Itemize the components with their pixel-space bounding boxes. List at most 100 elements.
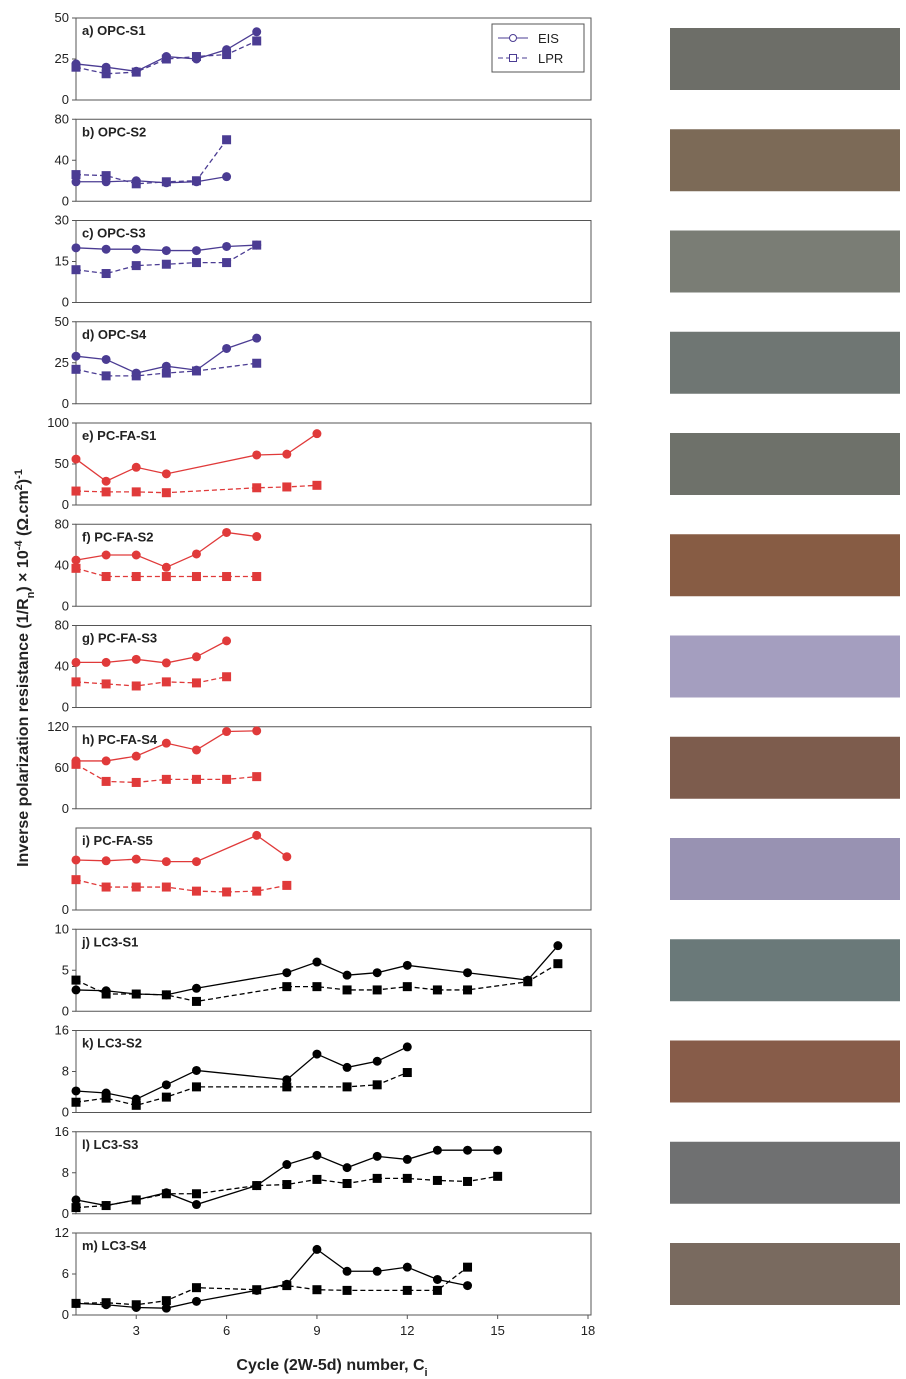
eis-marker: [191, 745, 201, 755]
eis-marker: [252, 726, 262, 736]
eis-marker: [222, 527, 232, 537]
lpr-marker: [101, 487, 111, 497]
y-tick-label: 0: [62, 1105, 69, 1120]
eis-marker: [131, 244, 141, 254]
lpr-marker: [101, 679, 111, 689]
lpr-marker: [282, 1082, 292, 1092]
lpr-marker: [222, 887, 232, 897]
y-tick-label: 0: [62, 1307, 69, 1322]
x-tick-label: 15: [490, 1323, 504, 1338]
lpr-marker: [312, 480, 322, 490]
y-label-part: ): [15, 479, 32, 484]
eis-marker: [312, 957, 322, 967]
eis-marker: [402, 1042, 412, 1052]
lpr-marker: [372, 1080, 382, 1090]
lpr-marker: [252, 1285, 262, 1295]
eis-marker: [463, 1145, 473, 1155]
eis-marker: [161, 469, 171, 479]
eis-marker: [131, 462, 141, 472]
y-tick-label: 0: [62, 92, 69, 107]
legend-marker: [509, 34, 517, 42]
eis-marker: [71, 243, 81, 253]
lpr-marker: [252, 240, 262, 250]
lpr-marker: [131, 777, 141, 787]
eis-marker: [493, 1145, 503, 1155]
y-tick-label: 10: [55, 921, 69, 936]
lpr-marker: [282, 880, 292, 890]
x-tick-label: 6: [223, 1323, 230, 1338]
eis-marker: [372, 968, 382, 978]
lpr-marker: [161, 882, 171, 892]
lpr-marker: [191, 176, 201, 186]
eis-marker: [252, 830, 262, 840]
lpr-marker: [372, 1173, 382, 1183]
lpr-marker: [71, 677, 81, 687]
lpr-marker: [222, 50, 232, 60]
lpr-marker: [402, 1285, 412, 1295]
lpr-marker: [161, 1296, 171, 1306]
lpr-marker: [131, 681, 141, 691]
x-axis-title: Cycle (2W-5d) number, Ci: [236, 1357, 427, 1379]
x-label-part: i: [425, 1367, 428, 1379]
lpr-marker: [131, 371, 141, 381]
panel-title: c) OPC-S3: [82, 226, 146, 241]
lpr-marker: [71, 1097, 81, 1107]
lpr-marker: [493, 1171, 503, 1181]
lpr-marker: [161, 990, 171, 1000]
y-tick-label: 0: [62, 801, 69, 816]
y-label-part: ) × 10: [15, 550, 32, 591]
lpr-marker: [282, 1281, 292, 1291]
y-label-part: -4: [13, 540, 25, 551]
eis-marker: [312, 1244, 322, 1254]
eis-marker: [71, 555, 81, 565]
panel-title: h) PC-FA-S4: [82, 732, 158, 747]
lpr-marker: [372, 985, 382, 995]
y-tick-label: 80: [55, 516, 69, 531]
y-label-part: (Ω.cm: [15, 490, 32, 540]
rebar-photo: [670, 433, 900, 495]
lpr-marker: [101, 1093, 111, 1103]
eis-marker: [71, 1086, 81, 1096]
lpr-marker: [71, 364, 81, 374]
lpr-marker: [131, 1300, 141, 1310]
eis-marker: [463, 968, 473, 978]
eis-marker: [71, 1195, 81, 1205]
eis-marker: [372, 1266, 382, 1276]
series-line: [75, 1175, 498, 1209]
lpr-marker: [191, 1082, 201, 1092]
y-tick-label: 0: [62, 700, 69, 715]
lpr-marker: [222, 135, 232, 145]
y-tick-label: 0: [62, 497, 69, 512]
rebar-photo: [670, 28, 900, 90]
lpr-marker: [71, 486, 81, 496]
lpr-marker: [191, 886, 201, 896]
y-tick-label: 25: [55, 51, 69, 66]
y-axis-title: Inverse polarization resistance (1/Rn) ×…: [13, 469, 37, 867]
lpr-marker: [222, 572, 232, 582]
lpr-marker: [71, 170, 81, 180]
eis-marker: [71, 657, 81, 667]
eis-marker: [402, 1262, 412, 1272]
plot-frame: [75, 1232, 592, 1316]
lpr-marker: [101, 572, 111, 582]
lpr-marker: [191, 996, 201, 1006]
rebar-photo: [670, 939, 900, 1002]
lpr-marker: [131, 179, 141, 189]
lpr-marker: [161, 677, 171, 687]
legend-label: LPR: [538, 51, 563, 66]
lpr-marker: [312, 982, 322, 992]
eis-marker: [252, 532, 262, 542]
eis-marker: [161, 658, 171, 668]
lpr-marker: [161, 488, 171, 498]
lpr-marker: [432, 1285, 442, 1295]
y-tick-label: 0: [62, 1003, 69, 1018]
rebar-photo: [670, 736, 900, 799]
lpr-marker: [191, 52, 201, 62]
eis-marker: [161, 246, 171, 256]
lpr-marker: [282, 1180, 292, 1190]
eis-marker: [553, 941, 563, 951]
lpr-marker: [312, 1174, 322, 1184]
eis-marker: [101, 550, 111, 560]
lpr-marker: [252, 772, 262, 782]
lpr-marker: [252, 1181, 262, 1191]
